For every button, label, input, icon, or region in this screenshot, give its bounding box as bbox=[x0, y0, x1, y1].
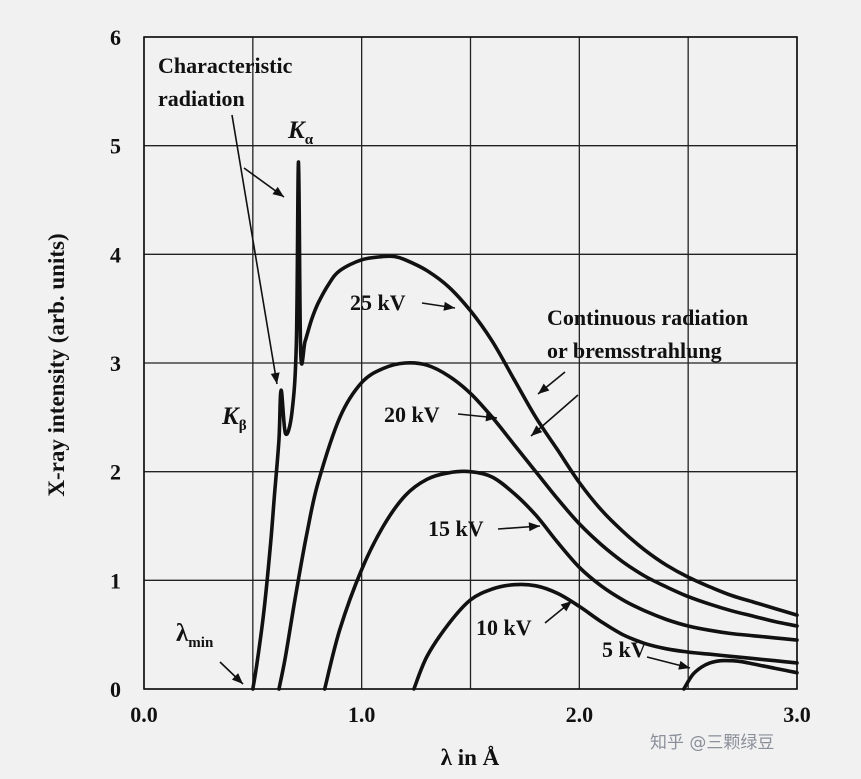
x-tick-label: 2.0 bbox=[566, 702, 594, 727]
series-arrow-2-head bbox=[528, 522, 540, 532]
x-tick-label: 0.0 bbox=[130, 702, 158, 727]
y-tick-label: 6 bbox=[110, 25, 121, 50]
y-axis-label: X-ray intensity (arb. units) bbox=[44, 233, 69, 496]
y-tick-label: 0 bbox=[110, 677, 121, 702]
characteristic-arrow-beta-head bbox=[270, 372, 280, 384]
plot-frame bbox=[143, 36, 798, 690]
series-line-5-kv bbox=[682, 658, 799, 691]
annotation-characteristic-1: Characteristic bbox=[158, 53, 293, 78]
continuous-arrow-20-head bbox=[531, 425, 543, 436]
annotations: Characteristic radiation Kα Kβ λmin Continuou… bbox=[158, 53, 748, 685]
y-tick-label: 5 bbox=[110, 134, 121, 159]
series-arrow-0-head bbox=[443, 301, 455, 311]
series-label-15-kv: 15 kV bbox=[428, 516, 484, 541]
series-label-10-kv: 10 kV bbox=[476, 615, 532, 640]
series-label-25-kv: 25 kV bbox=[350, 290, 406, 315]
continuous-arrow-25-head bbox=[538, 383, 550, 394]
series-label-20-kv: 20 kV bbox=[384, 402, 440, 427]
annotation-k-beta: Kβ bbox=[221, 403, 247, 434]
x-tick-label: 3.0 bbox=[783, 702, 811, 727]
series-arrow-3-head bbox=[560, 601, 572, 612]
annotation-characteristic-2: radiation bbox=[158, 86, 245, 111]
series-line-15-kv bbox=[322, 469, 799, 691]
annotation-k-alpha: Kα bbox=[287, 117, 314, 148]
y-tick-label: 4 bbox=[110, 242, 121, 267]
series-arrow-4-head bbox=[678, 660, 690, 670]
annotation-continuous-1: Continuous radiation bbox=[547, 305, 748, 330]
annotation-continuous-2: or bremsstrahlung bbox=[547, 338, 722, 363]
series-line-25-kv bbox=[251, 160, 799, 691]
characteristic-arrow-beta-shaft bbox=[231, 114, 278, 385]
x-axis-label: λ in Å bbox=[441, 745, 500, 770]
series-label-5-kv: 5 kV bbox=[602, 637, 647, 662]
curves bbox=[251, 160, 799, 691]
series-line-10-kv bbox=[412, 582, 799, 691]
y-tick-label: 2 bbox=[110, 460, 121, 485]
annotation-lambda-min: λmin bbox=[176, 620, 214, 651]
characteristic-arrow-alpha-head bbox=[272, 186, 284, 197]
y-tick-label: 3 bbox=[110, 351, 121, 376]
lambda-min-arrow-head bbox=[231, 673, 243, 684]
ticks: 0.0 1.0 2.0 3.0 0 1 2 3 4 5 6 bbox=[110, 25, 811, 727]
series-arrow-1-head bbox=[485, 412, 497, 422]
x-tick-label: 1.0 bbox=[348, 702, 376, 727]
y-tick-label: 1 bbox=[110, 568, 121, 593]
series-line-20-kv bbox=[277, 361, 799, 691]
watermark: 知乎 @三颗绿豆 bbox=[650, 733, 774, 753]
